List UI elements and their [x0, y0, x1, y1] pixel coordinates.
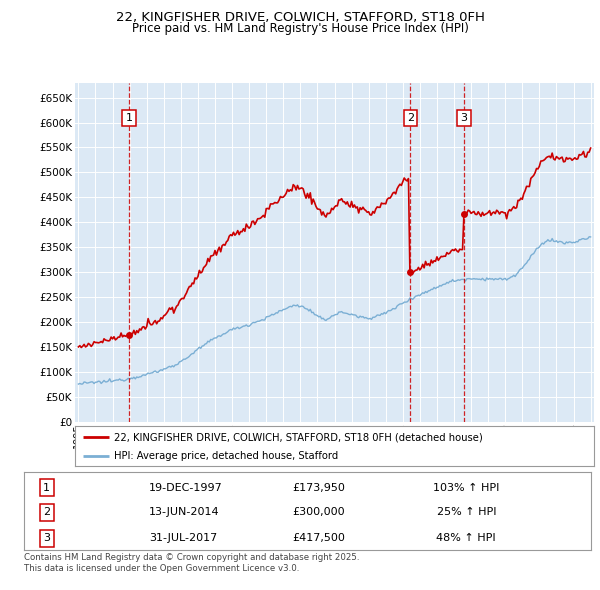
- Text: £300,000: £300,000: [293, 507, 345, 517]
- Text: £173,950: £173,950: [292, 483, 345, 493]
- Text: 13-JUN-2014: 13-JUN-2014: [149, 507, 220, 517]
- Text: 1: 1: [125, 113, 133, 123]
- Text: 22, KINGFISHER DRIVE, COLWICH, STAFFORD, ST18 0FH: 22, KINGFISHER DRIVE, COLWICH, STAFFORD,…: [116, 11, 484, 24]
- Text: 48% ↑ HPI: 48% ↑ HPI: [436, 533, 496, 543]
- Text: 31-JUL-2017: 31-JUL-2017: [149, 533, 217, 543]
- Text: 103% ↑ HPI: 103% ↑ HPI: [433, 483, 499, 493]
- Text: £417,500: £417,500: [292, 533, 345, 543]
- Text: 19-DEC-1997: 19-DEC-1997: [149, 483, 223, 493]
- Text: HPI: Average price, detached house, Stafford: HPI: Average price, detached house, Staf…: [114, 451, 338, 461]
- Text: 1: 1: [43, 483, 50, 493]
- Text: 2: 2: [43, 507, 50, 517]
- Text: Contains HM Land Registry data © Crown copyright and database right 2025.
This d: Contains HM Land Registry data © Crown c…: [24, 553, 359, 573]
- Text: 2: 2: [407, 113, 414, 123]
- Text: 22, KINGFISHER DRIVE, COLWICH, STAFFORD, ST18 0FH (detached house): 22, KINGFISHER DRIVE, COLWICH, STAFFORD,…: [114, 432, 482, 442]
- Text: 3: 3: [43, 533, 50, 543]
- Text: 25% ↑ HPI: 25% ↑ HPI: [437, 507, 496, 517]
- Text: 3: 3: [460, 113, 467, 123]
- Text: Price paid vs. HM Land Registry's House Price Index (HPI): Price paid vs. HM Land Registry's House …: [131, 22, 469, 35]
